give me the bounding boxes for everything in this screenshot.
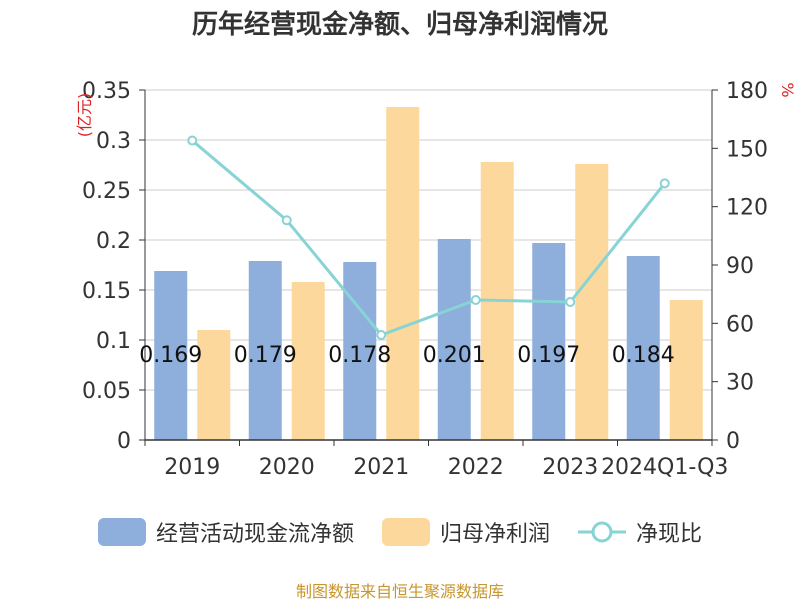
bar-series [154,107,703,440]
bar-profit[interactable] [386,107,420,440]
y-right-tick-label: 60 [726,312,754,337]
y-left-tick-label: 0.3 [96,129,131,154]
bar-profit[interactable] [669,300,703,440]
legend-swatch-profit [381,518,430,546]
legend-swatch-cashflow [97,518,146,546]
bar-cashflow[interactable] [532,243,566,440]
y-right-tick-label: 180 [726,79,768,104]
bar-cashflow[interactable] [154,271,188,440]
line-series [187,135,670,340]
legend: 经营活动现金流净额 归母净利润 净现比 [0,516,800,548]
bar-profit[interactable] [291,282,325,440]
y-right-tick-label: 90 [726,254,754,279]
line-point-ratio[interactable] [565,296,576,307]
x-tick-label: 2021 [353,455,409,480]
line-point-ratio[interactable] [470,295,481,305]
y-right-tick-label: 0 [726,429,740,454]
line-ratio [191,139,666,337]
y-left-tick-label: 0.05 [82,379,131,404]
legend-item-cashflow[interactable]: 经营活动现金流净额 [97,516,354,548]
data-label-cashflow: 0.184 [612,343,675,368]
y-right-tick-label: 150 [726,137,768,162]
x-tick-label: 2023 [542,455,598,480]
y-left-tick-label: 0.2 [96,229,131,254]
x-tick-label: 2024Q1-Q3 [601,455,728,480]
data-label-cashflow: 0.197 [517,343,580,368]
data-labels: 0.169 0.179 0.178 0.201 0.197 0.184 [139,343,674,368]
y-right-tick-label: 120 [726,196,768,221]
bar-profit[interactable] [575,164,609,440]
legend-label-profit: 归母净利润 [439,522,550,547]
bar-cashflow[interactable] [626,256,660,440]
axes: 0 0.05 0.1 0.15 0.2 0.25 0.3 0.35 0 30 60 90 120 150 1… [82,79,768,480]
line-point-ratio[interactable] [376,330,387,340]
y-right-tick-label: 30 [726,371,754,396]
legend-label-ratio: 净现比 [636,522,703,547]
line-point-ratio[interactable] [659,178,670,189]
data-label-cashflow: 0.178 [328,343,391,368]
bar-cashflow[interactable] [437,239,471,440]
bar-profit[interactable] [197,330,231,440]
y-left-tick-label: 0.35 [82,79,131,104]
legend-line-marker-icon [578,521,626,543]
bar-cashflow[interactable] [248,261,282,440]
y-axis-left-unit: (亿元) [75,93,94,138]
grid-lines [145,89,712,391]
legend-item-ratio[interactable]: 净现比 [578,516,702,548]
bar-cashflow[interactable] [343,262,377,440]
data-label-cashflow: 0.179 [234,343,297,368]
line-point-ratio[interactable] [187,135,198,146]
x-tick-label: 2020 [259,455,315,480]
legend-label-cashflow: 经营活动现金流净额 [155,522,354,547]
x-tick-label: 2019 [164,455,220,480]
x-tick-label: 2022 [448,455,504,480]
y-left-tick-label: 0.15 [82,279,131,304]
y-left-tick-label: 0 [117,429,131,454]
chart-title: 历年经营现金净额、归母净利润情况 [191,10,608,40]
y-left-tick-label: 0.25 [82,179,131,204]
legend-item-profit[interactable]: 归母净利润 [381,516,550,548]
data-label-cashflow: 0.169 [139,343,202,368]
y-left-tick-label: 0.1 [96,329,131,354]
line-point-ratio[interactable] [281,215,292,226]
y-axis-right-unit: % [778,82,797,97]
data-label-cashflow: 0.201 [423,343,486,368]
source-note: 制图数据来自恒生聚源数据库 [295,582,504,601]
